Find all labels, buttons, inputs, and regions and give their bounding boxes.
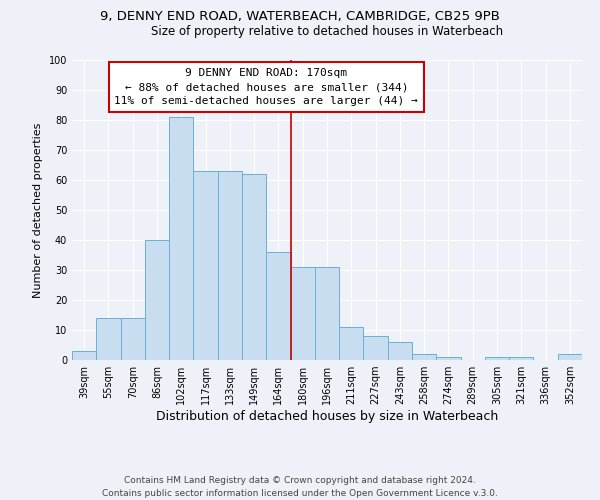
Text: Contains HM Land Registry data © Crown copyright and database right 2024.
Contai: Contains HM Land Registry data © Crown c… — [102, 476, 498, 498]
X-axis label: Distribution of detached houses by size in Waterbeach: Distribution of detached houses by size … — [156, 410, 498, 423]
Bar — [266, 252, 290, 360]
Text: 9 DENNY END ROAD: 170sqm
← 88% of detached houses are smaller (344)
11% of semi-: 9 DENNY END ROAD: 170sqm ← 88% of detach… — [115, 68, 418, 106]
Bar — [72, 351, 96, 360]
Y-axis label: Number of detached properties: Number of detached properties — [33, 122, 43, 298]
Bar — [315, 267, 339, 360]
Bar — [436, 357, 461, 360]
Bar — [218, 171, 242, 360]
Bar — [242, 174, 266, 360]
Bar — [412, 354, 436, 360]
Bar — [96, 318, 121, 360]
Bar — [558, 354, 582, 360]
Bar — [145, 240, 169, 360]
Bar — [388, 342, 412, 360]
Bar — [193, 171, 218, 360]
Bar — [121, 318, 145, 360]
Bar — [339, 327, 364, 360]
Text: 9, DENNY END ROAD, WATERBEACH, CAMBRIDGE, CB25 9PB: 9, DENNY END ROAD, WATERBEACH, CAMBRIDGE… — [100, 10, 500, 23]
Bar — [509, 357, 533, 360]
Title: Size of property relative to detached houses in Waterbeach: Size of property relative to detached ho… — [151, 25, 503, 38]
Bar — [169, 117, 193, 360]
Bar — [485, 357, 509, 360]
Bar — [364, 336, 388, 360]
Bar — [290, 267, 315, 360]
